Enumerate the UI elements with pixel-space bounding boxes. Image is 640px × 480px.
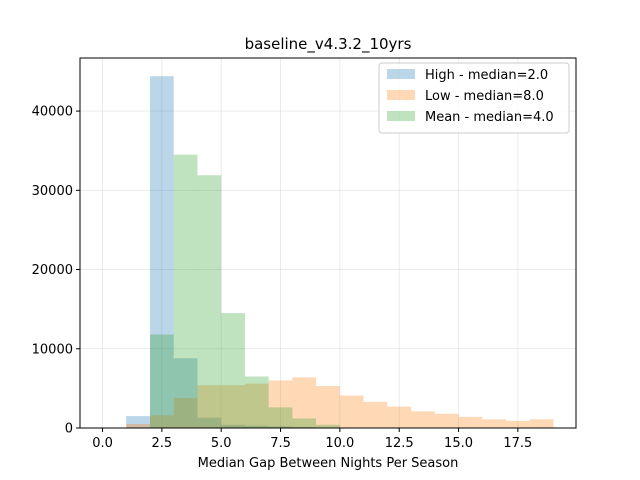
histogram-bar: [339, 395, 364, 428]
x-tick-label: 15.0: [444, 436, 473, 451]
histogram-bar: [458, 416, 483, 428]
legend-swatch: [387, 69, 415, 79]
histogram-bar: [150, 415, 174, 428]
x-tick-label: 10.0: [325, 436, 354, 451]
x-axis-ticks: 0.0 2.5 5.0 7.5 10.0 12.5 15.0 17.5: [92, 428, 532, 451]
y-tick-label: 0: [65, 422, 73, 437]
histogram-bar: [221, 313, 245, 428]
legend-swatch: [387, 90, 415, 100]
y-tick-label: 10000: [32, 342, 73, 357]
histogram-bar: [244, 383, 269, 428]
legend: High - median=2.0 Low - median=8.0 Mean - …: [378, 62, 570, 134]
histogram-bar: [244, 425, 269, 428]
x-tick-label: 12.5: [385, 436, 414, 451]
series-0-bars: [126, 76, 317, 429]
histogram-bar: [197, 385, 222, 428]
legend-swatch: [387, 111, 415, 121]
histogram-bars: [126, 76, 554, 429]
series-1-bars: [126, 377, 554, 428]
histogram-bar: [316, 424, 340, 428]
histogram-bar: [316, 386, 340, 428]
histogram-bar: [387, 406, 412, 428]
histogram-bar: [197, 175, 222, 428]
histogram-bar: [150, 76, 174, 429]
histogram-bar: [197, 417, 222, 428]
x-tick-label: 5.0: [211, 436, 232, 451]
y-tick-label: 40000: [32, 105, 73, 120]
histogram-bar: [505, 420, 530, 428]
histogram-bar: [268, 380, 293, 428]
histogram-bar: [363, 401, 388, 428]
histogram-bar: [529, 419, 554, 428]
legend-label: High - median=2.0: [425, 68, 548, 83]
histogram-bar: [221, 385, 245, 428]
histogram-bar: [126, 424, 151, 428]
histogram-bar: [221, 424, 245, 428]
histogram-bar: [411, 411, 435, 428]
histogram-bar: [482, 419, 506, 428]
x-tick-label: 17.5: [503, 436, 532, 451]
histogram-bar: [173, 154, 198, 428]
chart-title: baseline_v4.3.2_10yrs: [245, 35, 412, 54]
y-tick-label: 30000: [32, 184, 73, 199]
legend-label: Mean - median=4.0: [425, 110, 554, 125]
histogram-bar: [268, 426, 293, 428]
histogram-bar: [126, 416, 151, 428]
histogram-bar: [173, 358, 198, 428]
x-tick-label: 7.5: [270, 436, 291, 451]
axes-frame: [79, 57, 577, 429]
legend-box: [378, 62, 570, 134]
y-tick-label: 20000: [32, 263, 73, 278]
histogram-bar: [244, 376, 269, 428]
legend-label: Low - median=8.0: [425, 89, 544, 104]
histogram-bar: [268, 407, 293, 428]
x-tick-label: 2.5: [152, 436, 173, 451]
histogram-bar: [434, 413, 459, 428]
histogram-bar: [150, 334, 174, 428]
x-tick-label: 0.0: [92, 436, 113, 451]
series-2-bars: [150, 154, 340, 428]
histogram-bar: [173, 397, 198, 428]
x-axis-label: Median Gap Between Nights Per Season: [198, 456, 459, 471]
y-axis-ticks: 0 10000 20000 30000 40000: [32, 105, 80, 437]
histogram-bar: [292, 377, 317, 428]
histogram-bar: [292, 418, 317, 428]
